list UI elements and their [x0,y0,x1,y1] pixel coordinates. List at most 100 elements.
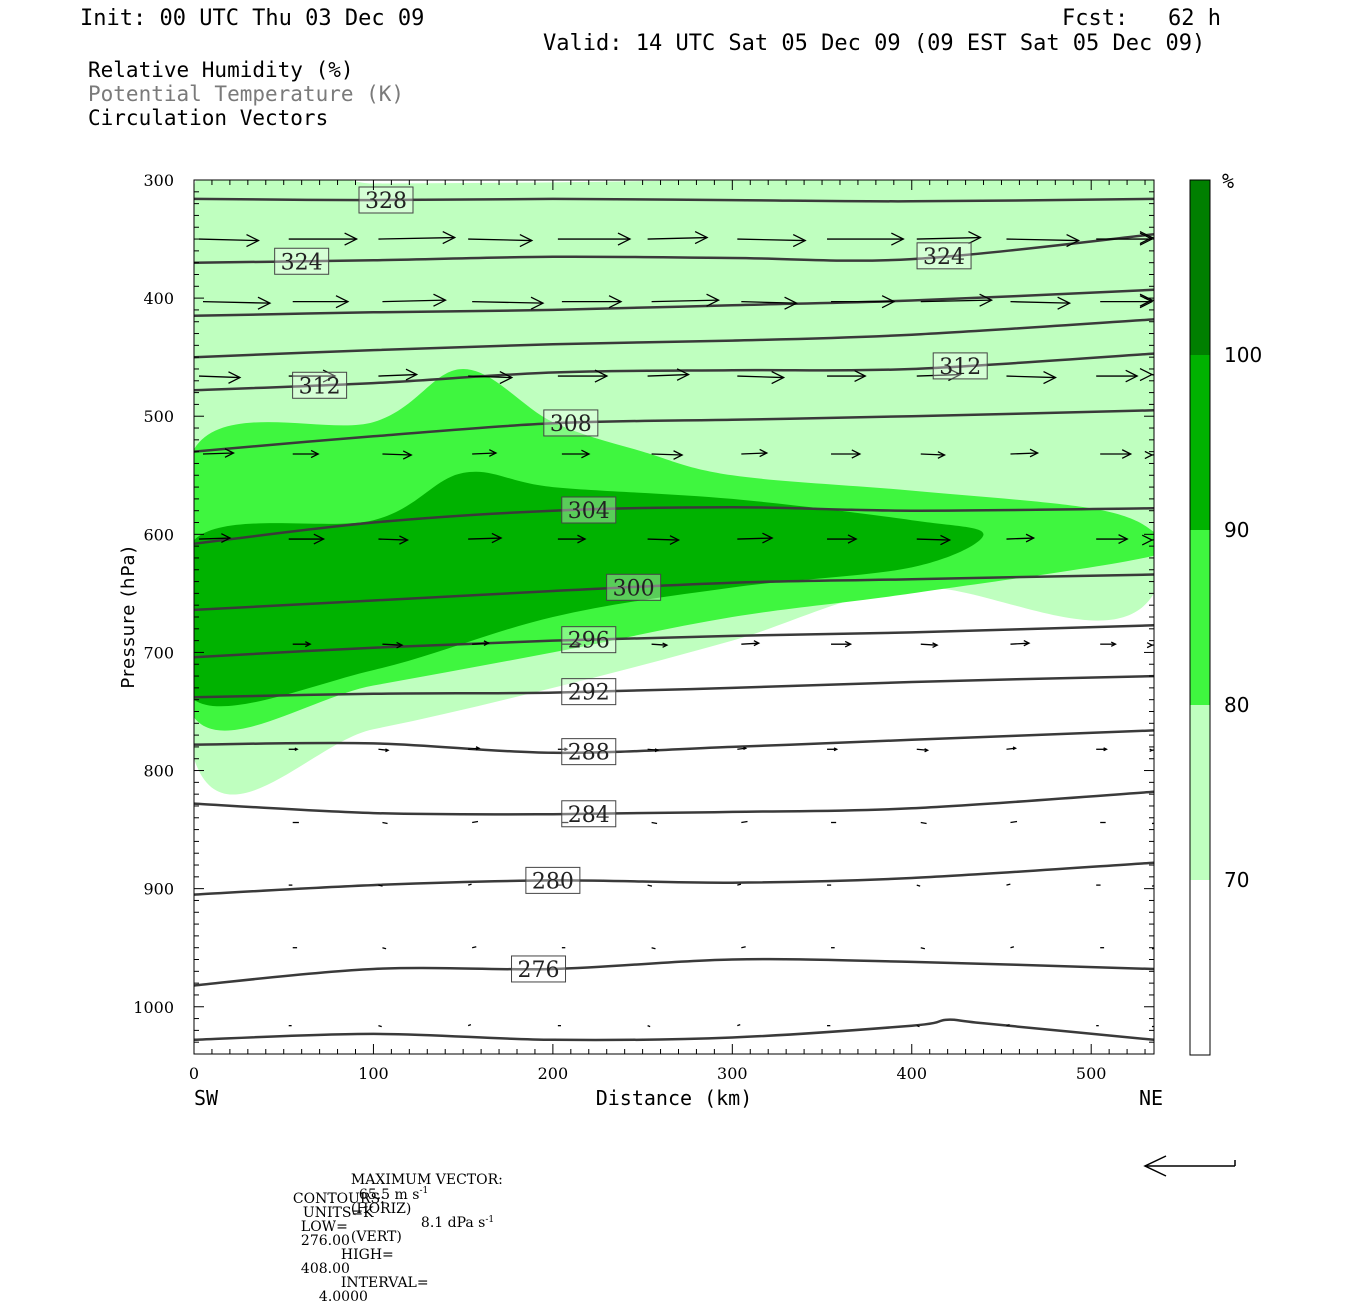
theta-contour-296 [194,624,1154,659]
circulation-vector [1006,746,1018,751]
theta-contour-312 [194,352,1154,392]
svg-text:304: 304 [568,499,610,524]
circulation-vector [1100,449,1133,459]
svg-text:324: 324 [281,250,323,275]
circulation-vector [382,293,447,307]
colorbar-unit: % [1222,169,1234,193]
svg-text:276: 276 [518,958,560,983]
x-tick-label: 500 [1076,1064,1107,1083]
circulation-vector [468,532,503,544]
circulation-vector [1096,747,1108,752]
theta-contour-324 [194,233,1154,264]
circulation-vector [920,821,927,825]
contour-label-304: 304 [561,496,617,524]
theta-contour-276 [194,957,1154,987]
circulation-vector [741,640,761,647]
circulation-vector [378,368,419,381]
contour-label-276: 276 [511,955,567,983]
circulation-vector [467,883,472,886]
circulation-vector [472,449,498,457]
circulation-vector [468,746,481,751]
colorbar-bin-below-70 [1190,880,1210,1055]
contour-label-292: 292 [561,678,617,706]
contour-label-296: 296 [561,626,617,654]
theta-contour-328 [194,197,1154,203]
circulation-vector [920,947,926,950]
circulation-vector [647,230,709,245]
circulation-vector [468,370,514,385]
circulation-vector [1096,534,1129,544]
theta-contour-unlabeled-2 [194,288,1154,318]
circulation-vector [378,535,410,545]
circulation-vector [1151,1025,1154,1028]
circulation-vector-layer [198,230,1154,1028]
circulation-vector [202,296,272,310]
circulation-vector [378,230,457,245]
svg-text:296: 296 [568,629,610,654]
svg-text:292: 292 [568,681,610,706]
y-tick-label: 1000 [133,998,174,1017]
circulation-vector [741,448,769,458]
theta-contour-308 [194,409,1154,453]
circulation-vector [1146,642,1154,649]
cross-section-chart: 3283243123083043002962922882842802763243… [118,169,1262,1177]
legend-rh: Relative Humidity (%) [88,58,354,82]
contour-label-284: 284 [561,800,617,828]
circulation-vector [1010,946,1015,949]
circulation-vector [472,640,490,647]
svg-text:280: 280 [532,869,574,894]
circulation-vector [198,233,260,248]
contour-label-280: 280 [525,866,581,894]
circulation-vector [916,748,930,753]
svg-text:288: 288 [568,741,610,766]
theta-contour-280 [194,861,1154,896]
circulation-vector [651,821,658,825]
circulation-vector [647,368,691,381]
colorbar-bin-70-80 [1190,705,1210,880]
axis-tick-layer: 300 400 500 600 700 800 900 1000 0 100 200 300 400 50… [133,171,1154,1083]
colorbar-bin-90-100 [1190,355,1210,530]
circulation-vector [198,533,232,543]
forecast-hour: Fcst: 62 h [1062,6,1221,31]
circulation-vector [1010,820,1018,824]
circulation-vector [468,233,534,248]
circulation-vector [741,296,799,310]
circulation-vector [1006,533,1036,543]
circulation-vector [472,296,545,310]
circulation-vector [382,947,387,950]
y-tick-label: 500 [143,407,174,426]
colorbar-label-90: 90 [1224,518,1249,542]
circulation-vector [916,534,952,546]
theta-contour-284 [194,790,1154,816]
circulation-vector [561,449,591,459]
svg-text:324: 324 [923,245,965,270]
circulation-vector [737,883,742,886]
y-tick-label: 300 [143,171,174,190]
contour-label-312: 312 [932,352,988,380]
y-tick-label: 400 [143,289,174,308]
circulation-vector [651,450,684,460]
circulation-vector [1006,370,1057,385]
x-axis-title: Distance (km) [596,1086,753,1110]
circulation-vector [1006,233,1081,248]
colorbar-label-100: 100 [1224,343,1262,367]
circulation-vector [737,1024,741,1027]
theta-contour-300 [194,573,1154,612]
circulation-vector [831,640,853,648]
theta-contour-unlabeled-14 [194,1018,1154,1042]
circulation-vector [827,232,905,246]
contour-label-300: 300 [606,573,662,601]
circulation-vector [831,449,862,459]
circulation-vector [647,748,660,753]
circulation-vector [1100,641,1117,647]
circulation-vector [288,533,326,545]
circulation-vector [916,230,982,245]
rh-fill-layer [194,180,1154,795]
y-tick-label: 600 [143,525,174,544]
circulation-vector [557,232,632,246]
circulation-vector [1149,748,1154,753]
vert-exponent: -1 [485,1214,495,1225]
circulation-vector [1010,448,1040,458]
x-tick-label: 100 [358,1064,389,1083]
contour-label-328: 328 [358,186,414,214]
